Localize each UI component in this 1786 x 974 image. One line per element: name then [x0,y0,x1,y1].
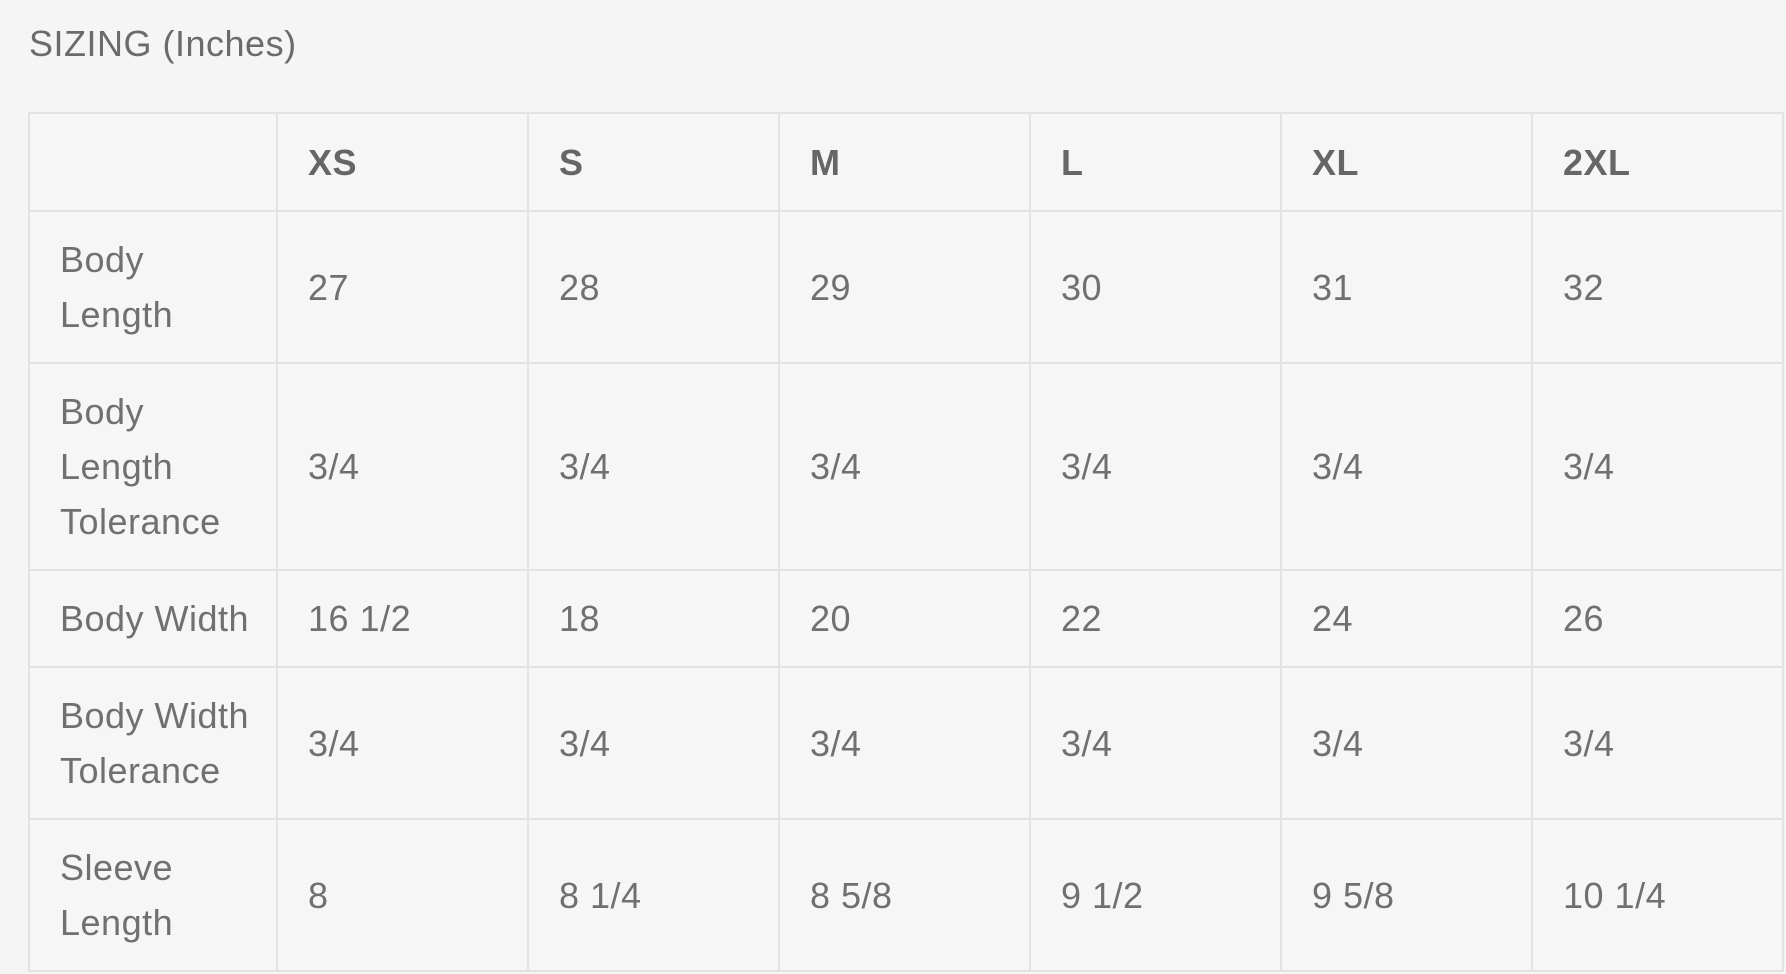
size-value-cell: 22 [1029,569,1282,668]
size-value-cell: 3/4 [778,666,1031,820]
column-header-l: L [1029,112,1282,212]
size-value-cell: 9 1/2 [1029,818,1282,972]
row-label-body-width-tolerance: Body Width Tolerance [28,666,278,820]
size-value-cell: 10 1/4 [1531,818,1784,972]
table-row-body-width: Body Width 16 1/2 18 20 22 24 26 [28,569,1784,668]
size-value-cell: 3/4 [1531,362,1784,571]
size-value-cell: 31 [1280,210,1533,364]
row-label-body-length: Body Length [28,210,278,364]
size-value-cell: 30 [1029,210,1282,364]
size-value-cell: 3/4 [276,362,529,571]
table-row-body-length: Body Length 27 28 29 30 31 32 [28,210,1784,364]
size-value-cell: 20 [778,569,1031,668]
column-header-m: M [778,112,1031,212]
row-label-body-length-tolerance: Body Length Tolerance [28,362,278,571]
row-label-sleeve-length: Sleeve Length [28,818,278,972]
size-value-cell: 28 [527,210,780,364]
size-value-cell: 3/4 [1280,666,1533,820]
size-value-cell: 3/4 [1280,362,1533,571]
size-value-cell: 3/4 [1029,362,1282,571]
column-header-2xl: 2XL [1531,112,1784,212]
table-row-body-length-tolerance: Body Length Tolerance 3/4 3/4 3/4 3/4 3/… [28,362,1784,571]
size-value-cell: 18 [527,569,780,668]
size-value-cell: 3/4 [527,666,780,820]
size-value-cell: 8 [276,818,529,972]
page-title: SIZING (Inches) [29,23,297,64]
size-value-cell: 9 5/8 [1280,818,1533,972]
header-row: XS S M L XL 2XL [28,112,1784,212]
size-value-cell: 3/4 [1029,666,1282,820]
column-header-s: S [527,112,780,212]
size-value-cell: 3/4 [527,362,780,571]
size-value-cell: 24 [1280,569,1533,668]
size-value-cell: 8 5/8 [778,818,1031,972]
column-header-xs: XS [276,112,529,212]
size-value-cell: 29 [778,210,1031,364]
size-value-cell: 3/4 [276,666,529,820]
size-value-cell: 27 [276,210,529,364]
size-value-cell: 8 1/4 [527,818,780,972]
size-value-cell: 32 [1531,210,1784,364]
table-row-body-width-tolerance: Body Width Tolerance 3/4 3/4 3/4 3/4 3/4… [28,666,1784,820]
size-value-cell: 26 [1531,569,1784,668]
table-row-sleeve-length: Sleeve Length 8 8 1/4 8 5/8 9 1/2 9 5/8 … [28,818,1784,972]
size-value-cell: 3/4 [778,362,1031,571]
sizing-table: XS S M L XL 2XL Body Length 27 28 29 30 … [28,112,1784,972]
row-label-body-width: Body Width [28,569,278,668]
column-header-xl: XL [1280,112,1533,212]
size-value-cell: 3/4 [1531,666,1784,820]
corner-header-cell [28,112,278,212]
size-value-cell: 16 1/2 [276,569,529,668]
